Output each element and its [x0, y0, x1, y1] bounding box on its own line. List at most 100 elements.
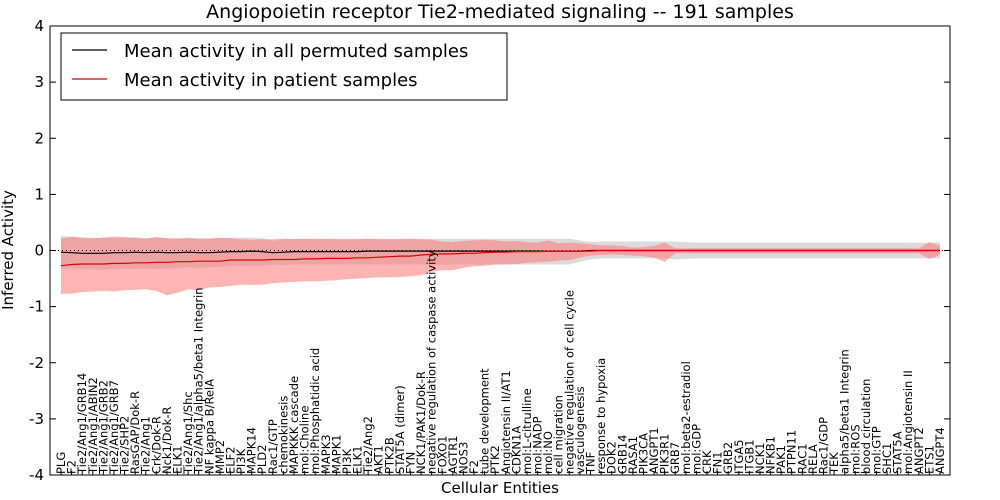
x-tick-label: TNF [584, 452, 598, 475]
x-tick-label: RELA [806, 444, 820, 474]
x-tick-label: ANGPT2 [912, 427, 926, 474]
x-tick-label: mol:GTP [870, 426, 884, 474]
y-tick-label: 2 [34, 129, 44, 147]
x-tick-label: SHC1 [880, 443, 894, 474]
legend-box [60, 32, 508, 101]
x-tick-label: response to hypoxia [594, 358, 608, 474]
x-tick-label: alpha5/beta1 Integrin [838, 349, 852, 474]
x-tick-label: DOK2 [605, 441, 619, 474]
x-tick-label: RasGAP/Dok-R [128, 391, 142, 474]
x-tick-label: mol:ROS [848, 424, 862, 474]
x-tick-label: CDKN1A [509, 426, 523, 474]
x-tick-label: PTK2 [488, 445, 502, 474]
x-tick-label: tube development [478, 368, 492, 474]
x-tick-label: PTK2B [382, 437, 396, 474]
x-tick-label: Tie2/Ang2 [361, 416, 375, 475]
x-tick-label: PLG [54, 452, 68, 474]
band-patient [61, 236, 940, 296]
x-tick-label: Rac1/GTP [266, 419, 280, 474]
x-tick-label: FOXO1 [435, 436, 449, 474]
x-tick-label: Tie2/Ang1/ABIN2 [86, 377, 100, 475]
x-tick-label: mol:GDP [689, 424, 703, 474]
y-axis-label: Inferred Activity [0, 190, 17, 310]
series-line-patient [60, 249, 940, 267]
legend-label-patient: Mean activity in patient samples [124, 70, 418, 91]
x-tick-label: F2 [65, 460, 79, 474]
y-tick-label: 1 [34, 185, 44, 203]
x-tick-label: negative regulation of cell cycle [562, 290, 576, 474]
x-tick-label: STAT5A (dimer) [393, 385, 407, 474]
x-tick-label: mol:NADP [531, 416, 545, 474]
x-tick-label: negative regulation of caspase activity [425, 250, 439, 474]
y-tick-label: 4 [34, 17, 44, 35]
x-tick-label: AKT1 [372, 445, 386, 474]
x-tick-label: GRB2 [721, 442, 735, 474]
x-tick-label: GRB14 [615, 435, 629, 474]
x-tick-label: blood circulation [859, 379, 873, 474]
x-tick-label: MMP2 [213, 440, 227, 474]
x-tick-label: Tie2/Ang1/Shc [181, 391, 195, 475]
x-tick-label: ITGB1 [742, 439, 756, 474]
x-tick-label: Tie2/Ang1 [139, 416, 153, 475]
x-tick-label: ANGPT4 [933, 427, 947, 474]
x-tick-label: CRK [700, 450, 714, 474]
y-tick-label: -4 [29, 466, 44, 484]
x-tick-label: TEK [827, 452, 841, 475]
x-tick-label: Nck1/Dok-R [160, 407, 174, 474]
x-tick-label: MAPK1 [329, 434, 343, 474]
x-tick-label: ELF2 [223, 446, 237, 474]
x-tick-label: ETS1 [922, 445, 936, 474]
x-tick-label: PLD2 [255, 444, 269, 474]
x-tick-label: ITGA5 [732, 439, 746, 474]
x-tick-label: PIK3R1 [658, 434, 672, 475]
x-tick-label: mol:NO [541, 431, 555, 474]
legend-label-permuted: Mean activity in all permuted samples [124, 41, 468, 62]
x-tick-label: chemokinesis [276, 396, 290, 474]
x-tick-label: mol:Angiotensin II [901, 370, 915, 474]
x-tick-label: FYN [404, 452, 418, 474]
x-tick-label: F2 [467, 460, 481, 474]
x-tick-label: Angiotensin II/AT1 [499, 370, 513, 474]
x-tick-label: mol:L-citrulline [520, 388, 534, 474]
x-tick-label: PIK3CA [637, 433, 651, 474]
x-tick-label: ELK1 [171, 445, 185, 474]
x-tick-label: mol:Phosphatidic acid [308, 348, 322, 474]
x-tick-label: cell migration [552, 395, 566, 474]
x-tick-label: mol:beta2-estradiol [679, 361, 693, 474]
x-tick-label: NCK1/PAK1/Dok-R [414, 371, 428, 474]
x-tick-label: PI3K [340, 448, 354, 474]
x-tick-label: MAPK14 [245, 427, 259, 474]
chart-title: Angiopoietin receptor Tie2-mediated sign… [206, 1, 794, 23]
x-tick-label: PTPN11 [785, 430, 799, 474]
y-tick-label: 3 [34, 73, 44, 91]
x-tick-label: PAK1 [774, 445, 788, 474]
x-tick-label: Tie2/Ang1/GRB2 [96, 380, 110, 475]
x-tick-label: NF kappa B/RelA [202, 379, 216, 474]
y-tick-label: -2 [29, 354, 44, 372]
x-tick-label: RAC1 [795, 443, 809, 474]
y-tick-label: -1 [29, 298, 44, 316]
x-tick-label: FN1 [711, 451, 725, 474]
x-tick-label: Tie2/SHP2 [118, 416, 132, 475]
x-tick-label: GRB7 [668, 442, 682, 474]
x-tick-label: mol:Choline [298, 406, 312, 474]
x-tick-label: MAPK3 [319, 434, 333, 474]
x-tick-label: Rac1/GDP [817, 417, 831, 474]
y-tick-label: -3 [29, 410, 44, 428]
legend: Mean activity in all permuted samples Me… [60, 32, 508, 101]
x-tick-label: ELK1 [351, 445, 365, 474]
y-tick-label: 0 [34, 242, 44, 260]
x-tick-label: RASA1 [626, 436, 640, 474]
x-tick-label: NCK1 [753, 443, 767, 475]
x-tick-label: MAPKKK cascade [287, 376, 301, 474]
x-tick-label: Tie2/Ang1/GRB14 [75, 373, 89, 475]
x-tick-label: Tie2/Ang1/alpha5/beta1 Integrin [192, 287, 206, 475]
x-tick-label: vasculogenesis [573, 386, 587, 474]
x-tick-label: ANGPT1 [647, 427, 661, 474]
x-axis-label: Cellular Entities [441, 479, 559, 497]
x-tick-label: Crk/Dok-R [149, 416, 163, 474]
x-tick-label: PI3K [234, 448, 248, 474]
x-tick-label: NFKB1 [764, 436, 778, 474]
x-tick-label: AGTR1 [446, 436, 460, 475]
